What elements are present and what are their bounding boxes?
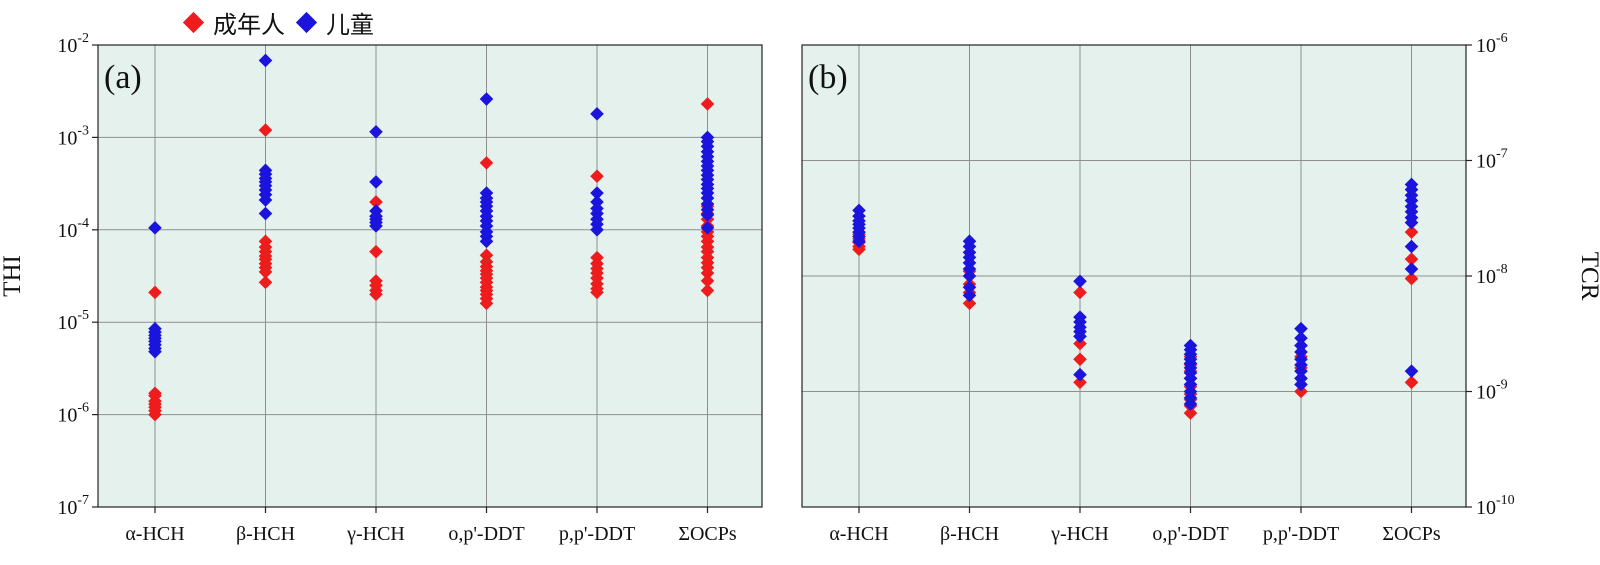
x-tick-label: β-HCH [236, 523, 295, 545]
data-point-adult [369, 287, 383, 302]
data-point-child [1073, 367, 1087, 382]
data-point-child [369, 219, 383, 233]
data-point-child [1294, 377, 1308, 392]
x-tick-label: α-HCH [125, 523, 184, 545]
data-point-adult [148, 285, 162, 300]
data-point-adult [1073, 375, 1087, 390]
data-point-child [1294, 331, 1308, 345]
x-tick-label: ΣOCPs [678, 523, 737, 545]
data-point-child [700, 221, 715, 235]
data-point-child [258, 206, 273, 221]
data-point-adult [479, 156, 494, 170]
x-tick-label: β-HCH [940, 523, 999, 545]
data-point-adult [479, 296, 494, 311]
x-tick-label: γ-HCH [346, 523, 405, 545]
data-point-adult [700, 266, 715, 280]
data-point-adult [1073, 285, 1087, 300]
data-point-adult [1183, 406, 1198, 420]
y-tick-label: 10-3 [57, 123, 89, 149]
data-point-child [1183, 377, 1198, 392]
y-tick-label: 10-7 [57, 493, 89, 519]
data-point-child [479, 92, 494, 106]
y-tick-label: 10-9 [1476, 378, 1508, 404]
y-tick-label: 10-6 [57, 401, 89, 427]
panel-label: (b) [808, 59, 848, 96]
data-point-child [1404, 262, 1419, 276]
data-point-adult [962, 296, 977, 311]
legend-item-child: 儿童 [295, 5, 374, 40]
y-axis-title: THI [0, 255, 26, 297]
panel-label: (a) [104, 59, 142, 96]
data-point-child [1073, 274, 1087, 289]
data-point-adult [1404, 225, 1419, 239]
data-point-child [148, 221, 162, 235]
data-point-child [1294, 321, 1308, 336]
x-tick-label: p,p'-DDT [559, 523, 635, 545]
data-point-child [590, 107, 604, 121]
legend-label-child: 儿童 [326, 10, 374, 39]
data-point-adult [700, 97, 715, 111]
data-point-child [369, 175, 383, 189]
y-tick-label: 10-6 [1476, 31, 1508, 57]
data-point-child [479, 234, 494, 249]
data-point-child [1073, 329, 1087, 344]
data-point-child [258, 53, 273, 68]
x-tick-label: α-HCH [829, 523, 888, 545]
legend: 成年人 儿童 [182, 2, 388, 42]
data-point-adult [1404, 375, 1419, 390]
data-point-adult [700, 274, 715, 288]
y-axis-title: TCR [1576, 252, 1600, 301]
plot-frame [97, 44, 763, 508]
data-point-adult [1294, 384, 1308, 399]
legend-item-adult: 成年人 [182, 5, 285, 40]
y-tick-label: 10-5 [57, 308, 89, 334]
data-point-adult [590, 285, 604, 300]
y-tick-label: 10-4 [57, 216, 89, 242]
data-point-adult [1073, 336, 1087, 351]
x-tick-label: γ-HCH [1050, 523, 1109, 545]
data-point-child [1404, 364, 1419, 378]
chart-panel-b: α-HCH β-HCH γ-HCH o,p'-DDT p,p'-DDT ΣOCPs 10-1… [801, 31, 1600, 545]
y-tick-label: 10-2 [57, 31, 89, 57]
y-tick-label: 10-8 [1476, 262, 1508, 288]
data-point-child [700, 208, 715, 222]
y-tick-label: 10-7 [1476, 147, 1508, 173]
data-point-child [1404, 215, 1419, 230]
x-tick-label: ΣOCPs [1382, 523, 1441, 545]
data-point-adult [1404, 271, 1419, 286]
data-point-child [590, 186, 604, 200]
data-point-child [962, 262, 977, 276]
data-point-adult [1073, 352, 1087, 367]
data-point-adult [852, 242, 866, 257]
data-point-child [1294, 345, 1308, 359]
data-point-adult [258, 275, 273, 290]
data-point-child [1183, 397, 1198, 411]
chart-panel-a: α-HCH β-HCH γ-HCH o,p'-DDT p,p'-DDT ΣOCPs 10-7… [0, 31, 763, 545]
data-point-adult [590, 169, 604, 184]
data-point-adult [258, 265, 273, 279]
data-point-adult [258, 123, 273, 137]
data-point-child [852, 234, 866, 249]
y-tick-label: 10-10 [1476, 493, 1515, 519]
x-tick-label: o,p'-DDT [1152, 523, 1228, 545]
data-point-child [1404, 239, 1419, 254]
data-point-child [148, 344, 162, 359]
data-point-child [369, 124, 383, 139]
data-point-child [962, 280, 977, 294]
x-tick-label: p,p'-DDT [1263, 523, 1339, 545]
plot-area [98, 45, 762, 507]
data-point-child [590, 223, 604, 237]
data-point-child [1294, 364, 1308, 378]
x-tick-label: o,p'-DDT [448, 523, 524, 545]
data-point-adult [148, 407, 162, 422]
legend-label-adult: 成年人 [213, 10, 285, 39]
data-point-adult [700, 283, 715, 298]
data-point-adult [369, 244, 383, 259]
data-point-child [258, 193, 273, 207]
data-point-adult [369, 195, 383, 209]
data-point-child [962, 269, 977, 283]
data-point-adult [1404, 252, 1419, 266]
data-point-child [962, 288, 977, 303]
